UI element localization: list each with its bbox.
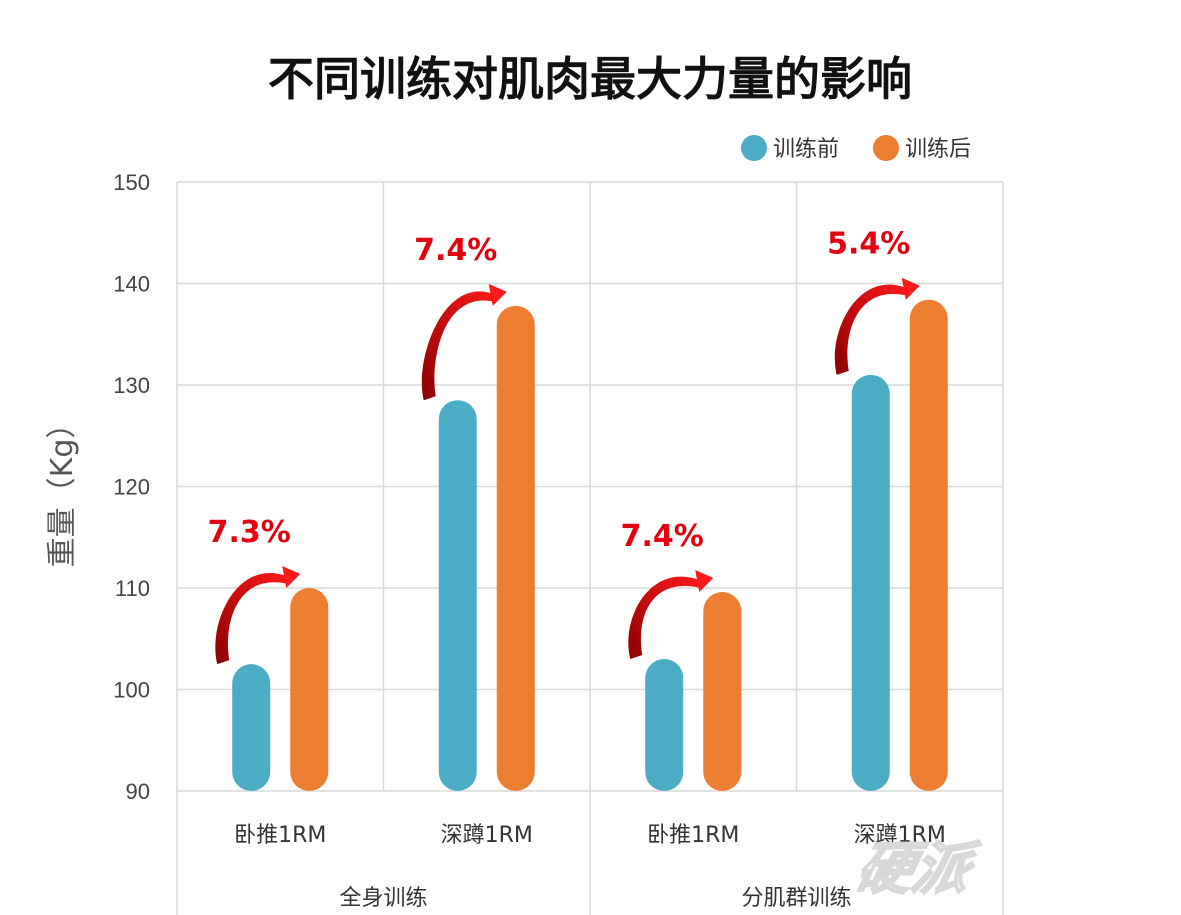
y-axis-label: 重量（Kg） <box>45 409 80 568</box>
y-tick-label: 110 <box>115 576 150 601</box>
growth-arrow-head <box>695 570 714 593</box>
y-tick-label: 150 <box>113 170 150 195</box>
x-category-label: 深蹲1RM <box>441 823 533 848</box>
category-dividers <box>176 182 1004 915</box>
growth-arrow-body <box>834 284 908 375</box>
bar-before <box>232 664 271 791</box>
chart-title: 不同训练对肌肉最大力量的影响 <box>268 52 912 106</box>
watermark: 硬派 <box>850 837 983 902</box>
bar-after <box>703 592 742 791</box>
bars <box>232 299 948 791</box>
bar-after <box>290 588 329 791</box>
legend-label-after: 训练后 <box>905 137 971 162</box>
bar-before <box>438 400 477 791</box>
y-axis-ticks: 90 100 110 120 130 140 150 <box>113 170 150 804</box>
y-tick-label: 140 <box>113 272 150 297</box>
bar-before <box>851 374 890 791</box>
bar-after <box>496 305 535 791</box>
y-tick-label: 130 <box>113 373 150 398</box>
legend-swatch-after <box>873 135 899 161</box>
growth-arrow-head <box>282 566 301 588</box>
y-tick-label: 90 <box>126 779 150 804</box>
y-tick-label: 100 <box>113 678 150 703</box>
growth-arrow-head <box>488 283 507 306</box>
x-category-label: 卧推1RM <box>234 823 326 848</box>
growth-arrow-body <box>628 576 702 660</box>
x-category-label: 卧推1RM <box>647 823 739 848</box>
bar-after <box>909 299 948 791</box>
growth-arrow-body <box>421 291 495 401</box>
x-axis-group-labels: 全身训练 分肌群训练 <box>339 886 851 911</box>
growth-percentage-label: 7.4% <box>621 519 704 554</box>
x-category-label: 深蹲1RM <box>854 823 946 848</box>
legend-swatch-before <box>741 135 767 161</box>
growth-percentage-label: 5.4% <box>827 227 910 262</box>
growth-percentage-label: 7.4% <box>414 233 497 268</box>
legend-label-before: 训练前 <box>773 137 839 162</box>
bar-before <box>645 659 684 791</box>
growth-percentage-label: 7.3% <box>208 515 291 550</box>
y-tick-label: 120 <box>113 475 150 500</box>
growth-arrow-body <box>215 572 289 665</box>
x-group-label: 全身训练 <box>339 886 427 911</box>
legend: 训练前 训练后 <box>741 135 971 162</box>
growth-arrow-head <box>901 277 920 300</box>
x-group-label: 分肌群训练 <box>741 886 851 911</box>
x-axis-category-labels: 卧推1RM 深蹲1RM 卧推1RM 深蹲1RM <box>234 823 946 848</box>
growth-arrows: 7.3% 7.4% 7.4% 5.4% <box>208 227 920 665</box>
